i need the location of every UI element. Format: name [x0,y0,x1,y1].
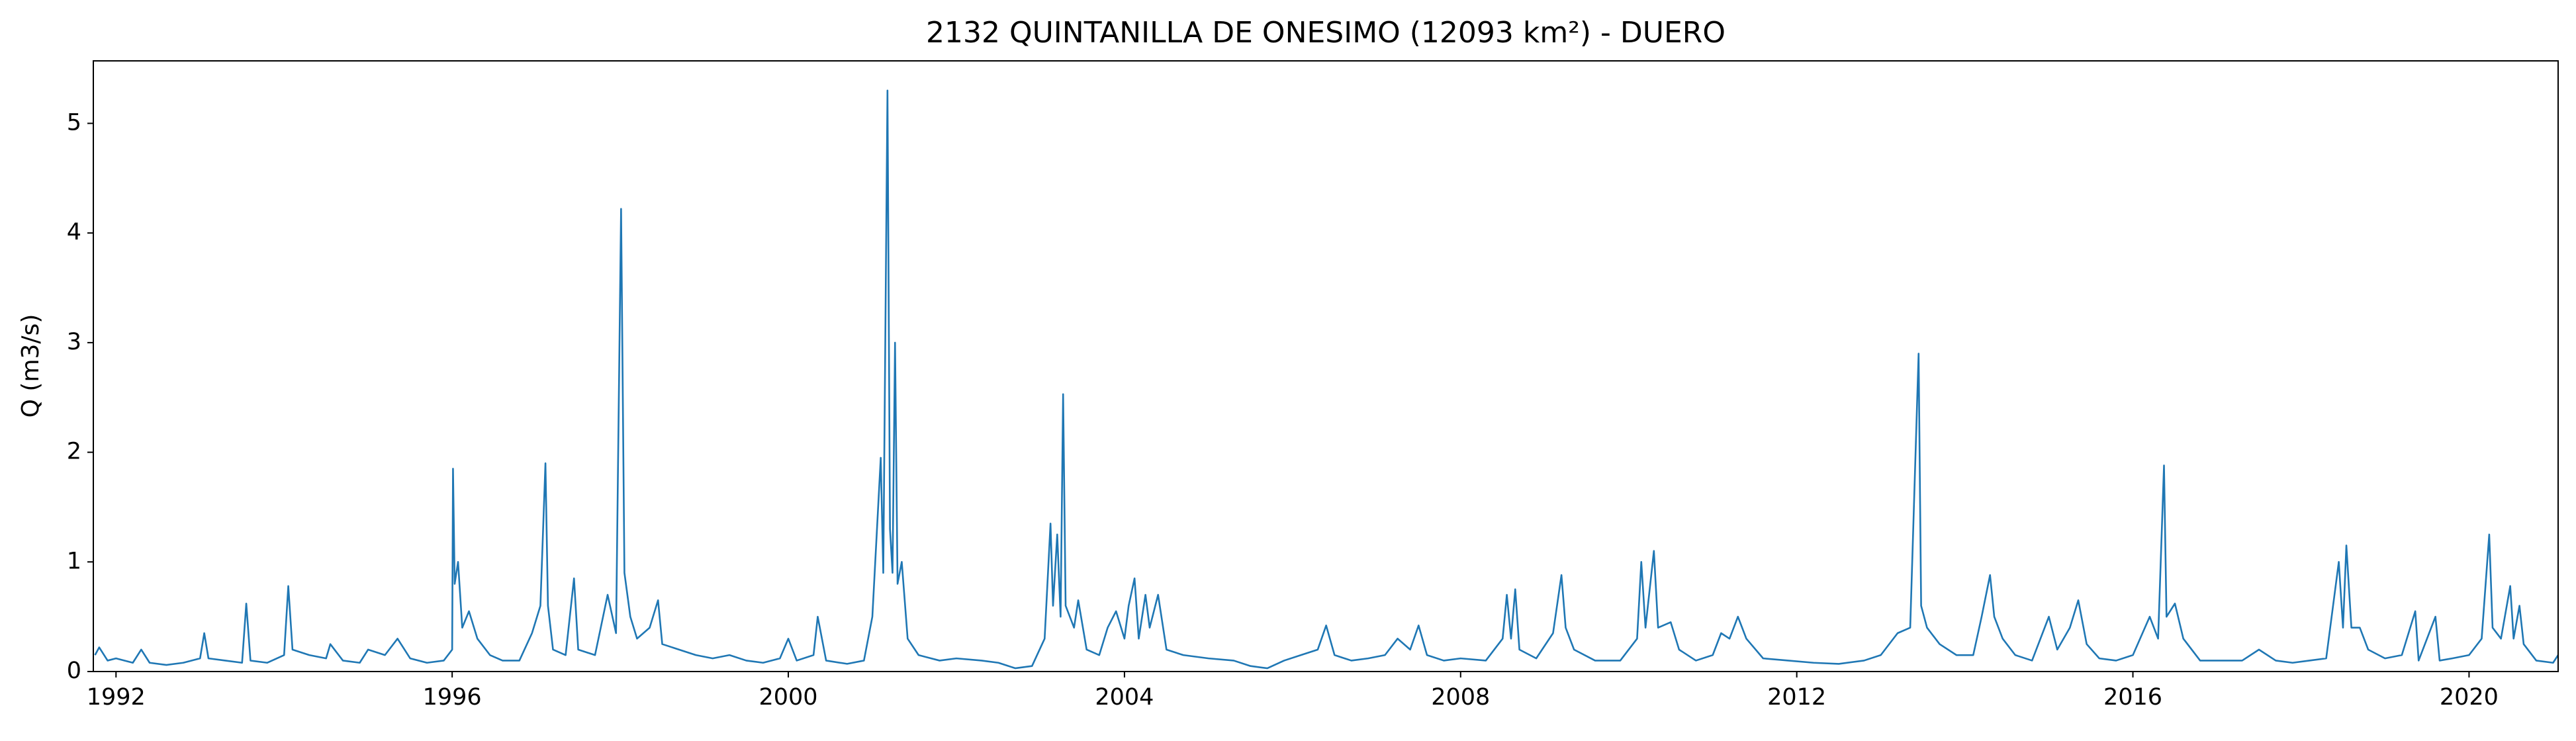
plot-frame [93,60,2559,672]
chart-title: 2132 QUINTANILLA DE ONESIMO (12093 km²) … [926,16,1725,50]
x-tick-label: 2004 [1095,684,1154,711]
x-tick-label: 2020 [2440,684,2499,711]
x-tick-label: 1996 [423,684,482,711]
y-tick-label: 5 [67,109,81,136]
y-tick-label: 1 [67,548,81,574]
x-tick-label: 2016 [2103,684,2162,711]
y-tick-label: 2 [67,439,81,465]
x-tick-label: 2008 [1431,684,1490,711]
y-tick-label: 0 [67,658,81,684]
data-line [94,89,2559,670]
y-axis-label: Q (m3/s) [17,314,44,418]
y-tick-label: 3 [67,329,81,355]
x-tick-label: 2012 [1767,684,1826,711]
x-tick-label: 2000 [759,684,817,711]
x-tick-label: 1992 [87,684,146,711]
y-tick-label: 4 [67,219,81,245]
